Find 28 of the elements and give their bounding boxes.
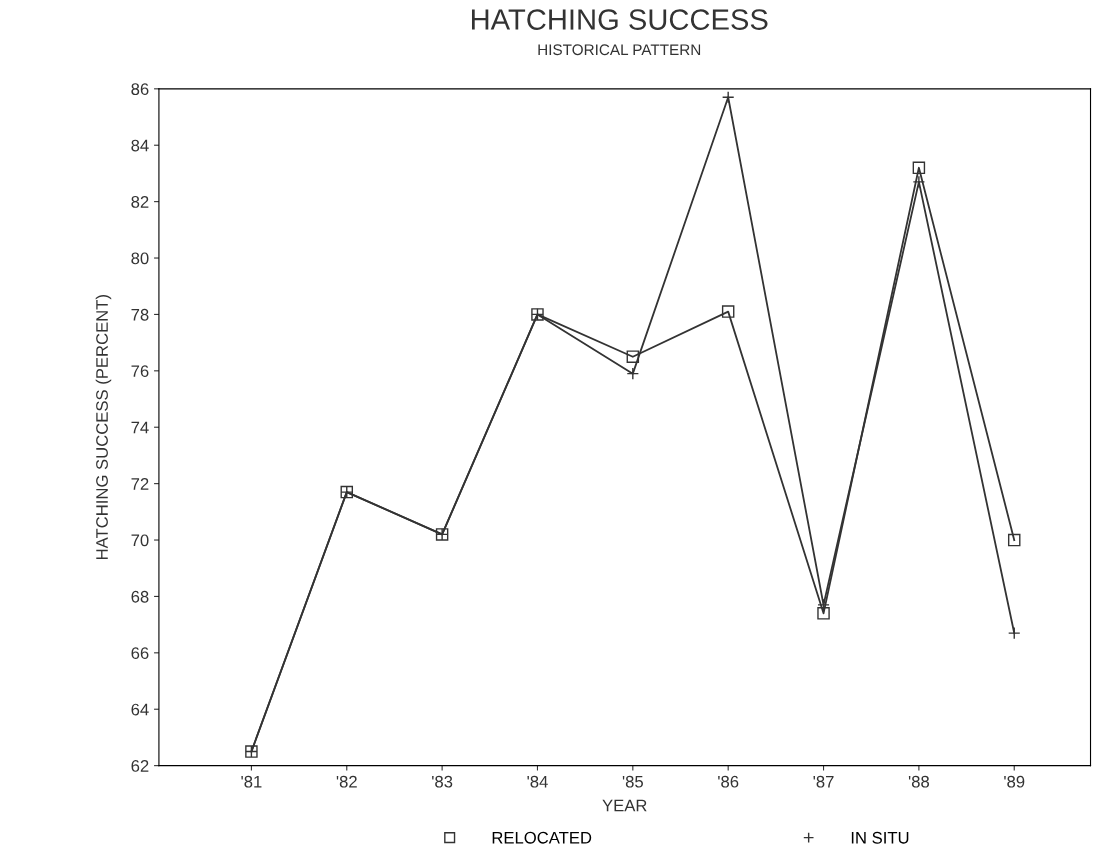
- y-tick-label: 86: [131, 83, 149, 96]
- x-tick-label: '86: [718, 775, 739, 788]
- y-tick-label: 72: [131, 478, 149, 490]
- x-tick-label: '84: [527, 775, 548, 788]
- x-tick-label: '83: [432, 775, 453, 788]
- y-tick-label: 68: [131, 590, 149, 603]
- legend-label: IN SITU: [851, 831, 909, 844]
- legend-label: RELOCATED: [492, 831, 592, 844]
- y-tick-label: 76: [131, 365, 149, 378]
- y-tick-label: 84: [131, 139, 149, 152]
- x-axis-title: YEAR: [602, 799, 647, 812]
- x-tick-label: '85: [622, 775, 643, 788]
- y-axis-title: HATCHING SUCCESS (PERCENT): [95, 295, 112, 560]
- y-tick-label: 70: [131, 534, 149, 547]
- x-tick-label: '82: [336, 775, 357, 788]
- y-tick-label: 62: [131, 760, 149, 772]
- x-tick-label: '89: [1004, 775, 1025, 788]
- y-tick-label: 80: [131, 252, 149, 265]
- chart-subtitle: HISTORICAL PATTERN: [538, 44, 701, 56]
- chart-title: HATCHING SUCCESS: [471, 9, 768, 30]
- x-tick-label: '88: [908, 775, 930, 788]
- y-tick-label: 78: [131, 308, 149, 321]
- y-tick-label: 82: [131, 196, 149, 208]
- y-tick-label: 74: [131, 421, 149, 434]
- x-tick-label: '81: [241, 775, 262, 788]
- y-tick-label: 66: [131, 647, 149, 660]
- y-tick-label: 64: [131, 703, 149, 716]
- x-tick-label: '87: [813, 775, 834, 788]
